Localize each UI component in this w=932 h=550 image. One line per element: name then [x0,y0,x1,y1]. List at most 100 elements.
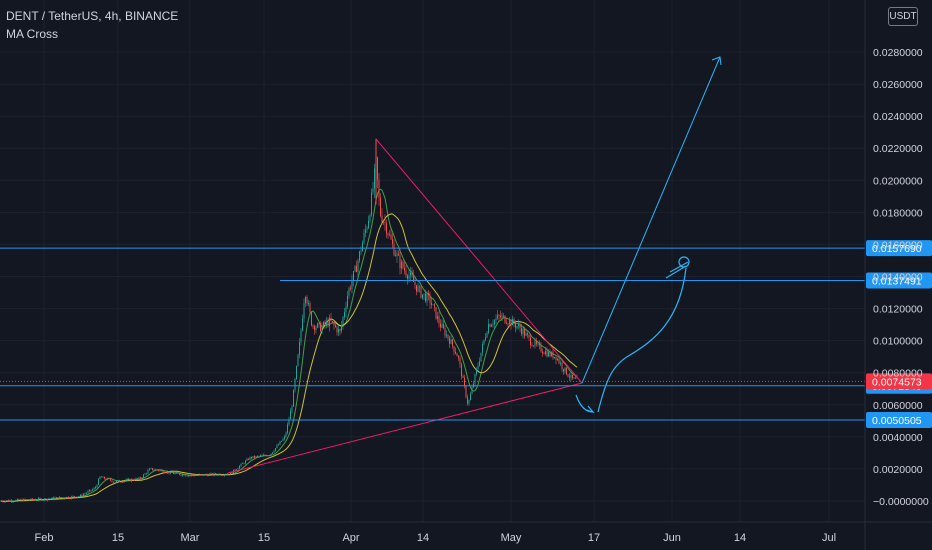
price-axis[interactable]: 0.0280000 0.0260000 0.0240000 0.0220000 0.02… [864,0,929,550]
candle-body [237,468,239,470]
candle-body [65,498,66,499]
candle-body [173,472,174,474]
horizontal-levels[interactable]: 0.01576900.01374910.00718400.00505050.00… [0,240,932,429]
candle-body [443,324,444,329]
candle-body [288,418,290,425]
x-tick-label: May [501,532,522,544]
y-tick-label: 0.0240000 [873,111,923,123]
candle-body [297,354,299,366]
candle-body [186,475,188,477]
candle-body [540,344,542,352]
level-price-label: 0.0157690 [872,243,922,255]
candle-body [294,379,296,391]
candle-body [207,474,209,476]
breakout-projection-arrow[interactable] [581,56,721,384]
candle-body [96,484,98,488]
candle-body [260,455,261,457]
candle-body [228,474,230,475]
y-tick-label: 0.0040000 [873,432,923,444]
candle-body [305,297,306,304]
candle-body [416,284,417,292]
candle-body [21,499,23,502]
candle-body [30,498,32,501]
candle-body [168,471,170,474]
candle-body [345,306,347,313]
candle-body [387,233,389,235]
candle-body [501,315,503,318]
y-tick-label: 0.0260000 [873,79,923,91]
time-axis[interactable]: Feb 15 Mar 15 Apr 14 May 17 Jun 14 Jul [0,521,932,544]
candle-body [504,315,506,323]
candle-body [492,324,494,326]
candle-body [252,456,254,459]
candle-body [456,353,458,357]
candle-body [560,362,561,364]
candle-body [117,480,119,482]
candle-body [467,397,468,404]
candle-body [564,367,566,372]
candle-body [339,329,341,332]
rebound-curve[interactable] [597,267,687,413]
candle-body [137,478,138,480]
drawings[interactable] [227,56,722,474]
candle-body [396,253,398,256]
indicator-label[interactable]: MA Cross [6,27,59,41]
candle-body [482,344,483,353]
candle-body [447,334,449,339]
x-tick-label: Feb [35,532,54,544]
candle-body [458,356,459,358]
y-tick-label: 0.0200000 [873,175,923,187]
candle-body [384,221,386,223]
candle-body [317,323,318,328]
candle-body [75,496,77,498]
candle-body [47,498,48,501]
candle-body [285,432,287,437]
candle-body [60,497,62,498]
candle-body [570,374,572,378]
x-tick-label: 17 [588,532,600,544]
candle-body [408,275,410,279]
candle-body [122,481,123,483]
candle-body [90,489,92,491]
ascending-trendline[interactable] [227,382,583,474]
candle-body [389,234,390,236]
candle-body [72,496,74,498]
candle-body [444,328,446,336]
candle-body [401,261,402,269]
candle-body [314,325,315,330]
descending-trendline[interactable] [375,138,583,384]
candle-body [533,345,534,347]
candle-body [39,498,41,500]
candle-body [486,332,488,338]
candle-body [522,329,524,334]
candle-body [428,293,429,296]
candle-body [164,472,165,474]
candle-body [539,343,540,345]
candle-body [194,475,195,477]
candle-body [549,351,551,357]
candle-body [510,319,512,326]
candle-body [198,474,200,476]
currency-badge[interactable]: USDT [888,7,918,26]
candle-body [491,325,492,327]
chart-grid [0,0,865,522]
candle-body [324,321,326,325]
symbol-title: DENT / TetherUS, 4h, BINANCE [6,9,179,23]
candle-body [128,478,129,480]
candle-body [429,295,431,304]
candle-body [470,393,471,401]
candle-body [158,470,159,471]
candle-body [302,318,303,331]
candle-body [480,352,482,362]
candle-body [342,316,344,326]
candle-body [576,377,578,379]
candle-body [147,470,149,474]
candle-body [77,496,78,498]
y-tick-label: 0.0080000 [873,368,923,380]
candle-body [312,325,314,327]
candle-body [149,468,150,471]
candle-body [489,324,491,327]
candle-body [557,358,558,361]
candle-body [249,456,251,460]
